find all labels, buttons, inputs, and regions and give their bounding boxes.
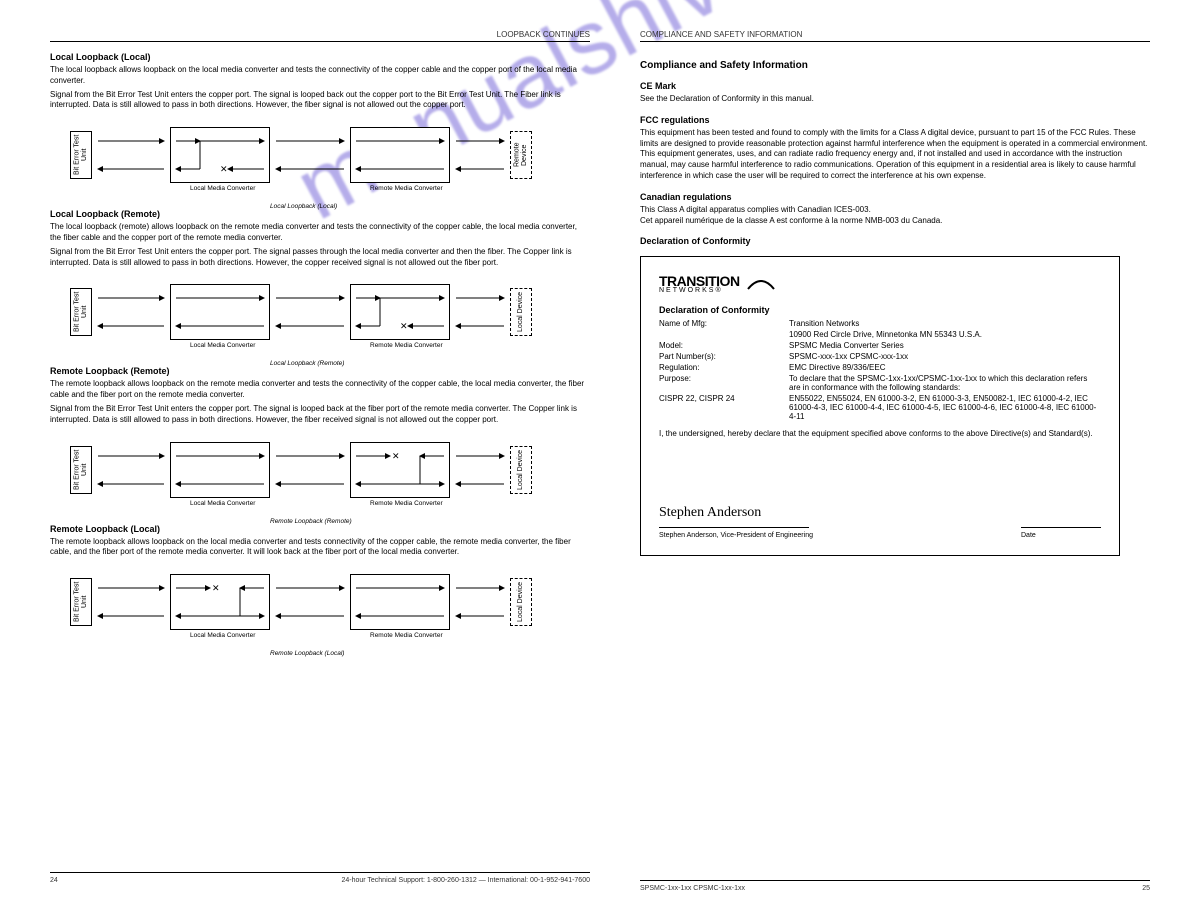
decl-key: CISPR 22, CISPR 24 bbox=[659, 394, 789, 421]
left-page-num: 24 bbox=[50, 877, 58, 884]
caption2: Local Loopback (Remote) bbox=[270, 360, 344, 367]
caption1: Local Loopback (Local) bbox=[270, 203, 337, 210]
decl-tested: I, the undersigned, hereby declare that … bbox=[659, 429, 1101, 440]
right-top-rule bbox=[640, 41, 1150, 42]
decl-row: Purpose:To declare that the SPSMC-1xx-1x… bbox=[659, 374, 1101, 392]
svg-text:✕: ✕ bbox=[212, 583, 220, 593]
decl-val: Transition Networks bbox=[789, 319, 1101, 328]
can-body: This Class A digital apparatus complies … bbox=[640, 205, 1150, 227]
left-top-rule bbox=[50, 41, 590, 42]
decl-row: Part Number(s):SPSMC-xxx-1xx CPSMC-xxx-1… bbox=[659, 352, 1101, 361]
sec1-p1: The local loopback allows loopback on th… bbox=[50, 65, 590, 87]
left-header: LOOPBACK CONTINUES bbox=[50, 30, 590, 39]
right-page: COMPLIANCE AND SAFETY INFORMATION Compli… bbox=[640, 0, 1150, 918]
ce-title: CE Mark bbox=[640, 81, 1150, 91]
dec-title: Declaration of Conformity bbox=[640, 236, 1150, 246]
diagram-3: Bit Error Test Unit Local Media Converte… bbox=[70, 434, 550, 514]
decl-key: Purpose: bbox=[659, 374, 789, 392]
comp-title: Compliance and Safety Information bbox=[640, 60, 1150, 71]
sec1-p2: Signal from the Bit Error Test Unit ente… bbox=[50, 90, 590, 112]
diagram-4: Bit Error Test Unit Local Media Converte… bbox=[70, 566, 550, 646]
decl-heading: Declaration of Conformity bbox=[659, 305, 1101, 315]
sec4-p1: The remote loopback allows loopback on t… bbox=[50, 537, 590, 559]
decl-key: Model: bbox=[659, 341, 789, 350]
sec2-p1: The local loopback (remote) allows loopb… bbox=[50, 222, 590, 244]
declaration-box: TRANSITION NETWORKS® Declaration of Conf… bbox=[640, 256, 1120, 556]
decl-row: 10900 Red Circle Drive, Minnetonka MN 55… bbox=[659, 330, 1101, 339]
left-bottom-rule bbox=[50, 872, 590, 873]
right-content: Compliance and Safety Information CE Mar… bbox=[640, 60, 1150, 880]
can-title: Canadian regulations bbox=[640, 192, 1150, 202]
sec4-title: Remote Loopback (Local) bbox=[50, 524, 590, 534]
diagram-1: Bit Error Test Unit Local Media Converte… bbox=[70, 119, 550, 199]
right-bottom-rule bbox=[640, 880, 1150, 881]
signature-script: Stephen Anderson bbox=[659, 505, 761, 520]
left-footer-text: 24-hour Technical Support: 1-800-260-131… bbox=[341, 877, 590, 884]
decl-rows: Name of Mfg:Transition Networks 10900 Red… bbox=[659, 319, 1101, 421]
decl-row: CISPR 22, CISPR 24EN55022, EN55024, EN 6… bbox=[659, 394, 1101, 421]
sec2-p2: Signal from the Bit Error Test Unit ente… bbox=[50, 247, 590, 269]
sec3-title: Remote Loopback (Remote) bbox=[50, 366, 590, 376]
right-page-num: 25 bbox=[1142, 885, 1150, 892]
decl-val: To declare that the SPSMC-1xx-1xx/CPSMC-… bbox=[789, 374, 1101, 392]
svg-text:✕: ✕ bbox=[400, 321, 408, 331]
signature-date-label: Date bbox=[1021, 532, 1036, 539]
decl-val: EN55022, EN55024, EN 61000-3-2, EN 61000… bbox=[789, 394, 1101, 421]
decl-key bbox=[659, 330, 789, 339]
decl-val: 10900 Red Circle Drive, Minnetonka MN 55… bbox=[789, 330, 1101, 339]
left-footer: 24 24-hour Technical Support: 1-800-260-… bbox=[50, 877, 590, 884]
decl-row: Name of Mfg:Transition Networks bbox=[659, 319, 1101, 328]
decl-row: Model:SPSMC Media Converter Series bbox=[659, 341, 1101, 350]
right-header: COMPLIANCE AND SAFETY INFORMATION bbox=[640, 30, 1150, 39]
sec3-p2: Signal from the Bit Error Test Unit ente… bbox=[50, 404, 590, 426]
d3-arrows: ✕ bbox=[70, 434, 550, 514]
ce-body: See the Declaration of Conformity in thi… bbox=[640, 94, 1150, 105]
d1-arrows: ✕ bbox=[70, 119, 550, 199]
right-footer: SPSMC-1xx-1xx CPSMC-1xx-1xx 25 bbox=[640, 885, 1150, 892]
svg-text:✕: ✕ bbox=[392, 451, 400, 461]
decl-val: SPSMC Media Converter Series bbox=[789, 341, 1101, 350]
sec1-title: Local Loopback (Local) bbox=[50, 52, 590, 62]
decl-val: EMC Directive 89/336/EEC bbox=[789, 363, 1101, 372]
decl-val: SPSMC-xxx-1xx CPSMC-xxx-1xx bbox=[789, 352, 1101, 361]
left-page: LOOPBACK CONTINUES Local Loopback (Local… bbox=[50, 0, 590, 918]
d4-arrows: ✕ bbox=[70, 566, 550, 646]
caption4: Remote Loopback (Local) bbox=[270, 650, 344, 657]
right-footer-text: SPSMC-1xx-1xx CPSMC-1xx-1xx bbox=[640, 885, 745, 892]
sec3-p1: The remote loopback allows loopback on t… bbox=[50, 379, 590, 401]
caption3: Remote Loopback (Remote) bbox=[270, 518, 352, 525]
left-content: Local Loopback (Local) The local loopbac… bbox=[50, 52, 590, 872]
d2-arrows: ✕ bbox=[70, 276, 550, 356]
decl-key: Name of Mfg: bbox=[659, 319, 789, 328]
logo-swoosh-icon bbox=[746, 271, 776, 295]
signature-block: Stephen Anderson Stephen Anderson, Vice-… bbox=[659, 505, 1101, 539]
signature-title: Stephen Anderson, Vice-President of Engi… bbox=[659, 532, 813, 539]
diagram-2: Bit Error Test Unit Local Media Converte… bbox=[70, 276, 550, 356]
fcc-body: This equipment has been tested and found… bbox=[640, 128, 1150, 182]
decl-row: Regulation:EMC Directive 89/336/EEC bbox=[659, 363, 1101, 372]
svg-text:✕: ✕ bbox=[220, 164, 228, 174]
decl-key: Regulation: bbox=[659, 363, 789, 372]
decl-key: Part Number(s): bbox=[659, 352, 789, 361]
sec2-title: Local Loopback (Remote) bbox=[50, 209, 590, 219]
fcc-title: FCC regulations bbox=[640, 115, 1150, 125]
